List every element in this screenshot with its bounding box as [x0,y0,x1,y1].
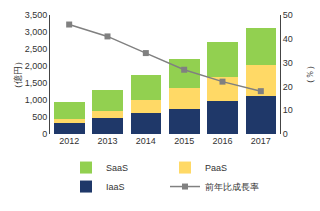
svg-text:10: 10 [283,105,293,115]
svg-text:2016: 2016 [212,136,232,146]
svg-text:1,000: 1,000 [25,95,48,105]
svg-text:3,000: 3,000 [25,27,48,37]
svg-text:2,000: 2,000 [25,61,48,71]
svg-text:2013: 2013 [97,136,117,146]
svg-text:前年比成長率: 前年比成長率 [205,182,259,192]
svg-text:PaaS: PaaS [205,163,227,173]
svg-text:0: 0 [42,129,47,139]
svg-text:SaaS: SaaS [106,163,128,173]
svg-text:3,500: 3,500 [25,10,48,20]
svg-text:40: 40 [283,34,293,44]
svg-text:0: 0 [283,129,288,139]
svg-text:2015: 2015 [174,136,194,146]
svg-text:50: 50 [283,10,293,20]
svg-text:500: 500 [32,112,47,122]
svg-text:2014: 2014 [136,136,156,146]
svg-text:2017: 2017 [251,136,271,146]
svg-text:（億円）: （億円） [13,57,23,93]
svg-text:2,500: 2,500 [25,44,48,54]
svg-text:1,500: 1,500 [25,78,48,88]
svg-text:20: 20 [283,82,293,92]
svg-text:（％）: （％） [305,61,315,88]
svg-text:IaaS: IaaS [106,182,125,192]
svg-text:2012: 2012 [59,136,79,146]
svg-text:30: 30 [283,58,293,68]
